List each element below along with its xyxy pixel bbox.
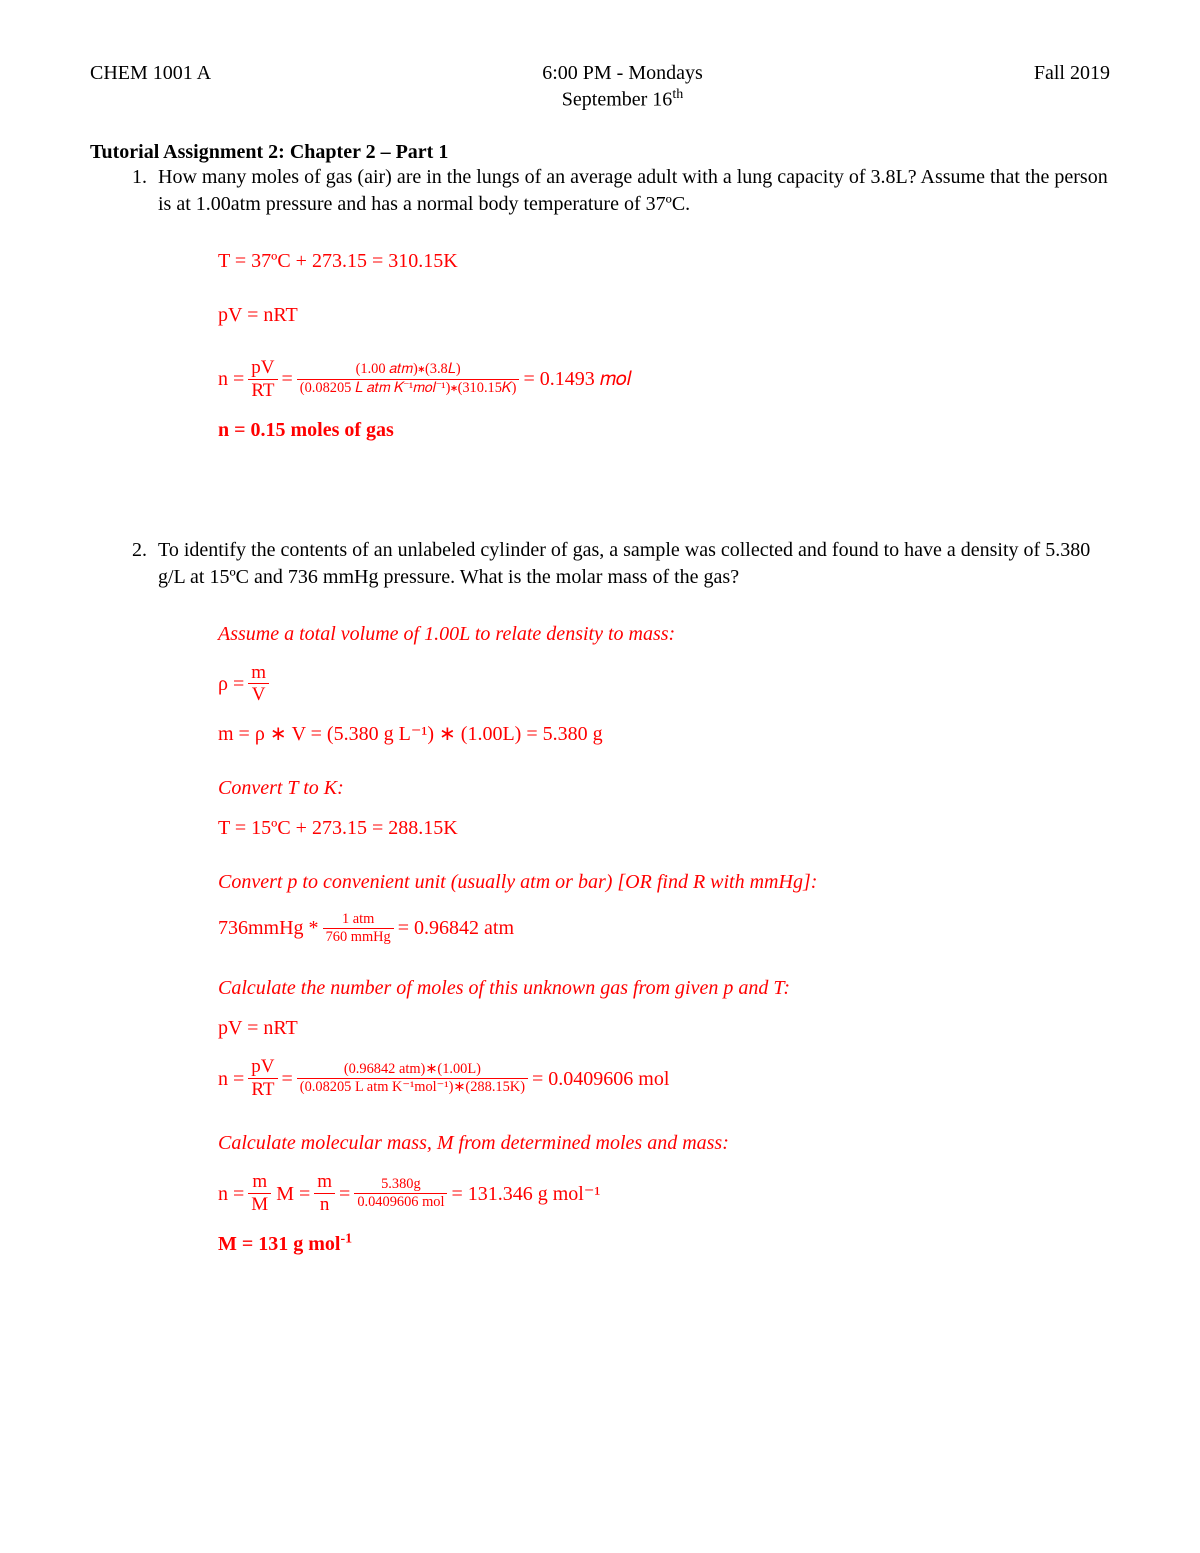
p2-final-sup: -1	[341, 1232, 353, 1247]
problem-2-solution: Assume a total volume of 1.00L to relate…	[218, 617, 1110, 1262]
page-header: CHEM 1001 A 6:00 PM - Mondays September …	[90, 60, 1110, 113]
p2-M-prefix: M =	[276, 1177, 310, 1211]
p2-n-result: = 0.0409606 mol	[532, 1062, 669, 1096]
p1-frac-pv-rt: pV RT	[248, 358, 277, 401]
p2-step4-head: Calculate the number of moles of this un…	[218, 971, 1110, 1005]
p2-M-frac1: m n	[314, 1172, 335, 1215]
p2-n-f1-den: RT	[248, 1079, 277, 1100]
p2-ndef-frac: m M	[248, 1172, 271, 1215]
p2-M-calc: M = m n = 5.380g 0.0409606 mol = 131.346…	[276, 1172, 600, 1215]
document-page: CHEM 1001 A 6:00 PM - Mondays September …	[0, 0, 1200, 1553]
p2-n-mid: =	[282, 1062, 293, 1096]
p2-n-f2-num: (0.96842 atm)∗(1.00L)	[297, 1062, 528, 1079]
p2-temp-calc: T = 15ºC + 273.15 = 288.15K	[218, 811, 1110, 845]
p1-temp-conversion: T = 37ºC + 273.15 = 310.15K	[218, 244, 1110, 278]
p2-rho-den: V	[248, 684, 269, 705]
p2-rho-def: ρ = m V	[218, 663, 269, 706]
p2-M-frac2: 5.380g 0.0409606 mol	[354, 1177, 447, 1210]
p1-n-prefix: n =	[218, 362, 244, 396]
problem-1-question: How many moles of gas (air) are in the l…	[158, 166, 1108, 215]
p2-pressure-result: = 0.96842 atm	[398, 911, 514, 945]
p2-n-frac2: (0.96842 atm)∗(1.00L) (0.08205 L atm K⁻¹…	[297, 1062, 528, 1095]
p1-n-equation: n = pV RT = (1.00 𝑎𝑡𝑚)∗(3.8𝐿) (0.08205 𝐿…	[218, 358, 632, 401]
p1-ideal-gas-law: pV = nRT	[218, 298, 1110, 332]
p2-n-frac1: pV RT	[248, 1057, 277, 1100]
p2-n-prefix: n =	[218, 1062, 244, 1096]
p2-M1-num: m	[314, 1172, 335, 1194]
header-center-line2: September 16th	[542, 86, 703, 113]
assignment-title: Tutorial Assignment 2: Chapter 2 – Part …	[90, 141, 1110, 164]
header-center: 6:00 PM - Mondays September 16th	[542, 60, 703, 113]
p2-ideal-gas: pV = nRT	[218, 1011, 1110, 1045]
p2-n-calc: n = pV RT = (0.96842 atm)∗(1.00L) (0.082…	[218, 1057, 669, 1100]
p1-frac1-den: RT	[248, 380, 277, 401]
p2-pressure-calc: 736mmHg * 1 atm 760 mmHg = 0.96842 atm	[218, 911, 514, 945]
problem-1-solution: T = 37ºC + 273.15 = 310.15K pV = nRT n =…	[218, 244, 1110, 447]
p1-frac1-num: pV	[248, 358, 277, 380]
header-center-line1: 6:00 PM - Mondays	[542, 60, 703, 86]
problem-2-question: To identify the contents of an unlabeled…	[158, 539, 1090, 588]
problem-1: How many moles of gas (air) are in the l…	[152, 164, 1110, 447]
p2-step3-head: Convert p to convenient unit (usually at…	[218, 865, 1110, 899]
header-left: CHEM 1001 A	[90, 60, 211, 113]
p2-n-def: n = m M	[218, 1172, 271, 1215]
p2-step2-head: Convert T to K:	[218, 771, 1110, 805]
p2-pressure-den: 760 mmHg	[323, 929, 394, 945]
p2-rho-frac: m V	[248, 663, 269, 706]
p2-n-f2-den: (0.08205 L atm K⁻¹mol⁻¹)∗(288.15K)	[297, 1079, 528, 1095]
p2-final-prefix: M = 131 g mol	[218, 1233, 341, 1255]
header-date-prefix: September 16	[562, 89, 673, 111]
p2-pressure-frac: 1 atm 760 mmHg	[323, 912, 394, 945]
p2-n-f1-num: pV	[248, 1057, 277, 1079]
p2-M1-den: n	[314, 1194, 335, 1215]
p2-M-mid: =	[339, 1177, 350, 1211]
p1-eq-mid: =	[282, 362, 293, 396]
p2-final-answer: M = 131 g mol-1	[218, 1227, 1110, 1261]
p1-frac2-num: (1.00 𝑎𝑡𝑚)∗(3.8𝐿)	[297, 362, 520, 379]
p2-step1-head: Assume a total volume of 1.00L to relate…	[218, 617, 1110, 651]
p1-frac-values: (1.00 𝑎𝑡𝑚)∗(3.8𝐿) (0.08205 𝐿 𝑎𝑡𝑚 𝐾⁻¹𝑚𝑜𝑙⁻…	[297, 362, 520, 395]
p2-step5-head: Calculate molecular mass, M from determi…	[218, 1126, 1110, 1160]
p2-pressure-prefix: 736mmHg *	[218, 911, 319, 945]
p1-frac2-den: (0.08205 𝐿 𝑎𝑡𝑚 𝐾⁻¹𝑚𝑜𝑙⁻¹)∗(310.15𝐾)	[297, 380, 520, 396]
p2-ndef-prefix: n =	[218, 1177, 244, 1211]
p2-rho-prefix: ρ =	[218, 667, 244, 701]
p2-pressure-num: 1 atm	[323, 912, 394, 929]
header-right: Fall 2019	[1034, 60, 1110, 113]
header-date-sup: th	[672, 87, 683, 102]
p2-M2-den: 0.0409606 mol	[354, 1194, 447, 1210]
p2-M2-num: 5.380g	[354, 1177, 447, 1194]
p1-final-answer: n = 0.15 moles of gas	[218, 413, 1110, 447]
p2-M-result: = 131.346 g mol⁻¹	[451, 1177, 600, 1211]
p2-rho-num: m	[248, 663, 269, 685]
problem-2: To identify the contents of an unlabeled…	[152, 537, 1110, 1262]
problem-list: How many moles of gas (air) are in the l…	[90, 164, 1110, 1262]
p2-mass-calc: m = ρ ∗ V = (5.380 g L⁻¹) ∗ (1.00L) = 5.…	[218, 717, 1110, 751]
p1-eq-result: = 0.1493 𝑚𝑜𝑙	[523, 362, 631, 396]
p2-ndef-num: m	[248, 1172, 271, 1194]
p2-ndef-den: M	[248, 1194, 271, 1215]
